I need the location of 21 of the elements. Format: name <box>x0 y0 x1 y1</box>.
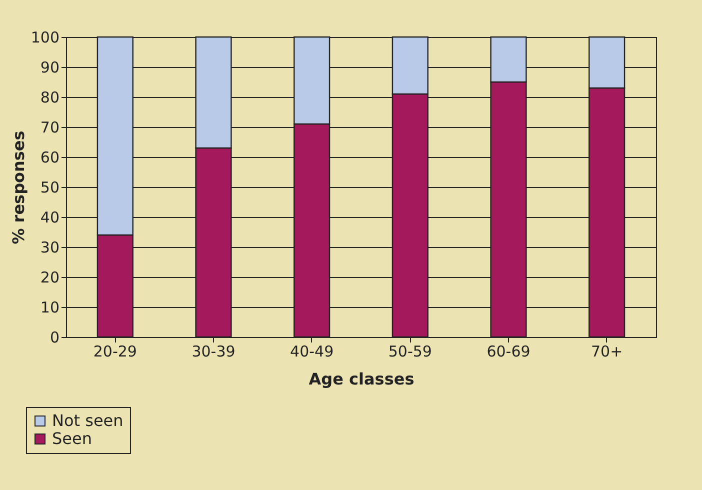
legend-label: Not seen <box>52 411 124 430</box>
y-tick-label: 40 <box>40 208 60 226</box>
y-tick-label: 80 <box>40 88 60 106</box>
y-tick-label: 10 <box>40 298 60 316</box>
y-tick-label: 70 <box>40 118 60 136</box>
y-tick-label: 20 <box>40 268 60 286</box>
y-tick-label: 60 <box>40 148 60 166</box>
x-tick-label: 60-69 <box>486 342 530 360</box>
x-tick-label: 40-49 <box>290 342 334 360</box>
x-tick-label: 70+ <box>591 342 623 360</box>
y-tick-label: 90 <box>40 58 60 76</box>
y-tick-label: 30 <box>40 238 60 256</box>
x-tick-label: 50-59 <box>388 342 432 360</box>
y-tick-label: 100 <box>30 28 60 46</box>
x-tick-label: 20-29 <box>93 342 137 360</box>
legend-label: Seen <box>52 429 92 448</box>
y-tick-label: 0 <box>50 328 60 346</box>
x-axis-title: Age classes <box>308 370 414 388</box>
x-tick-label: 30-39 <box>192 342 236 360</box>
y-axis-title: % responses <box>8 130 28 244</box>
y-tick-label: 50 <box>40 178 60 196</box>
